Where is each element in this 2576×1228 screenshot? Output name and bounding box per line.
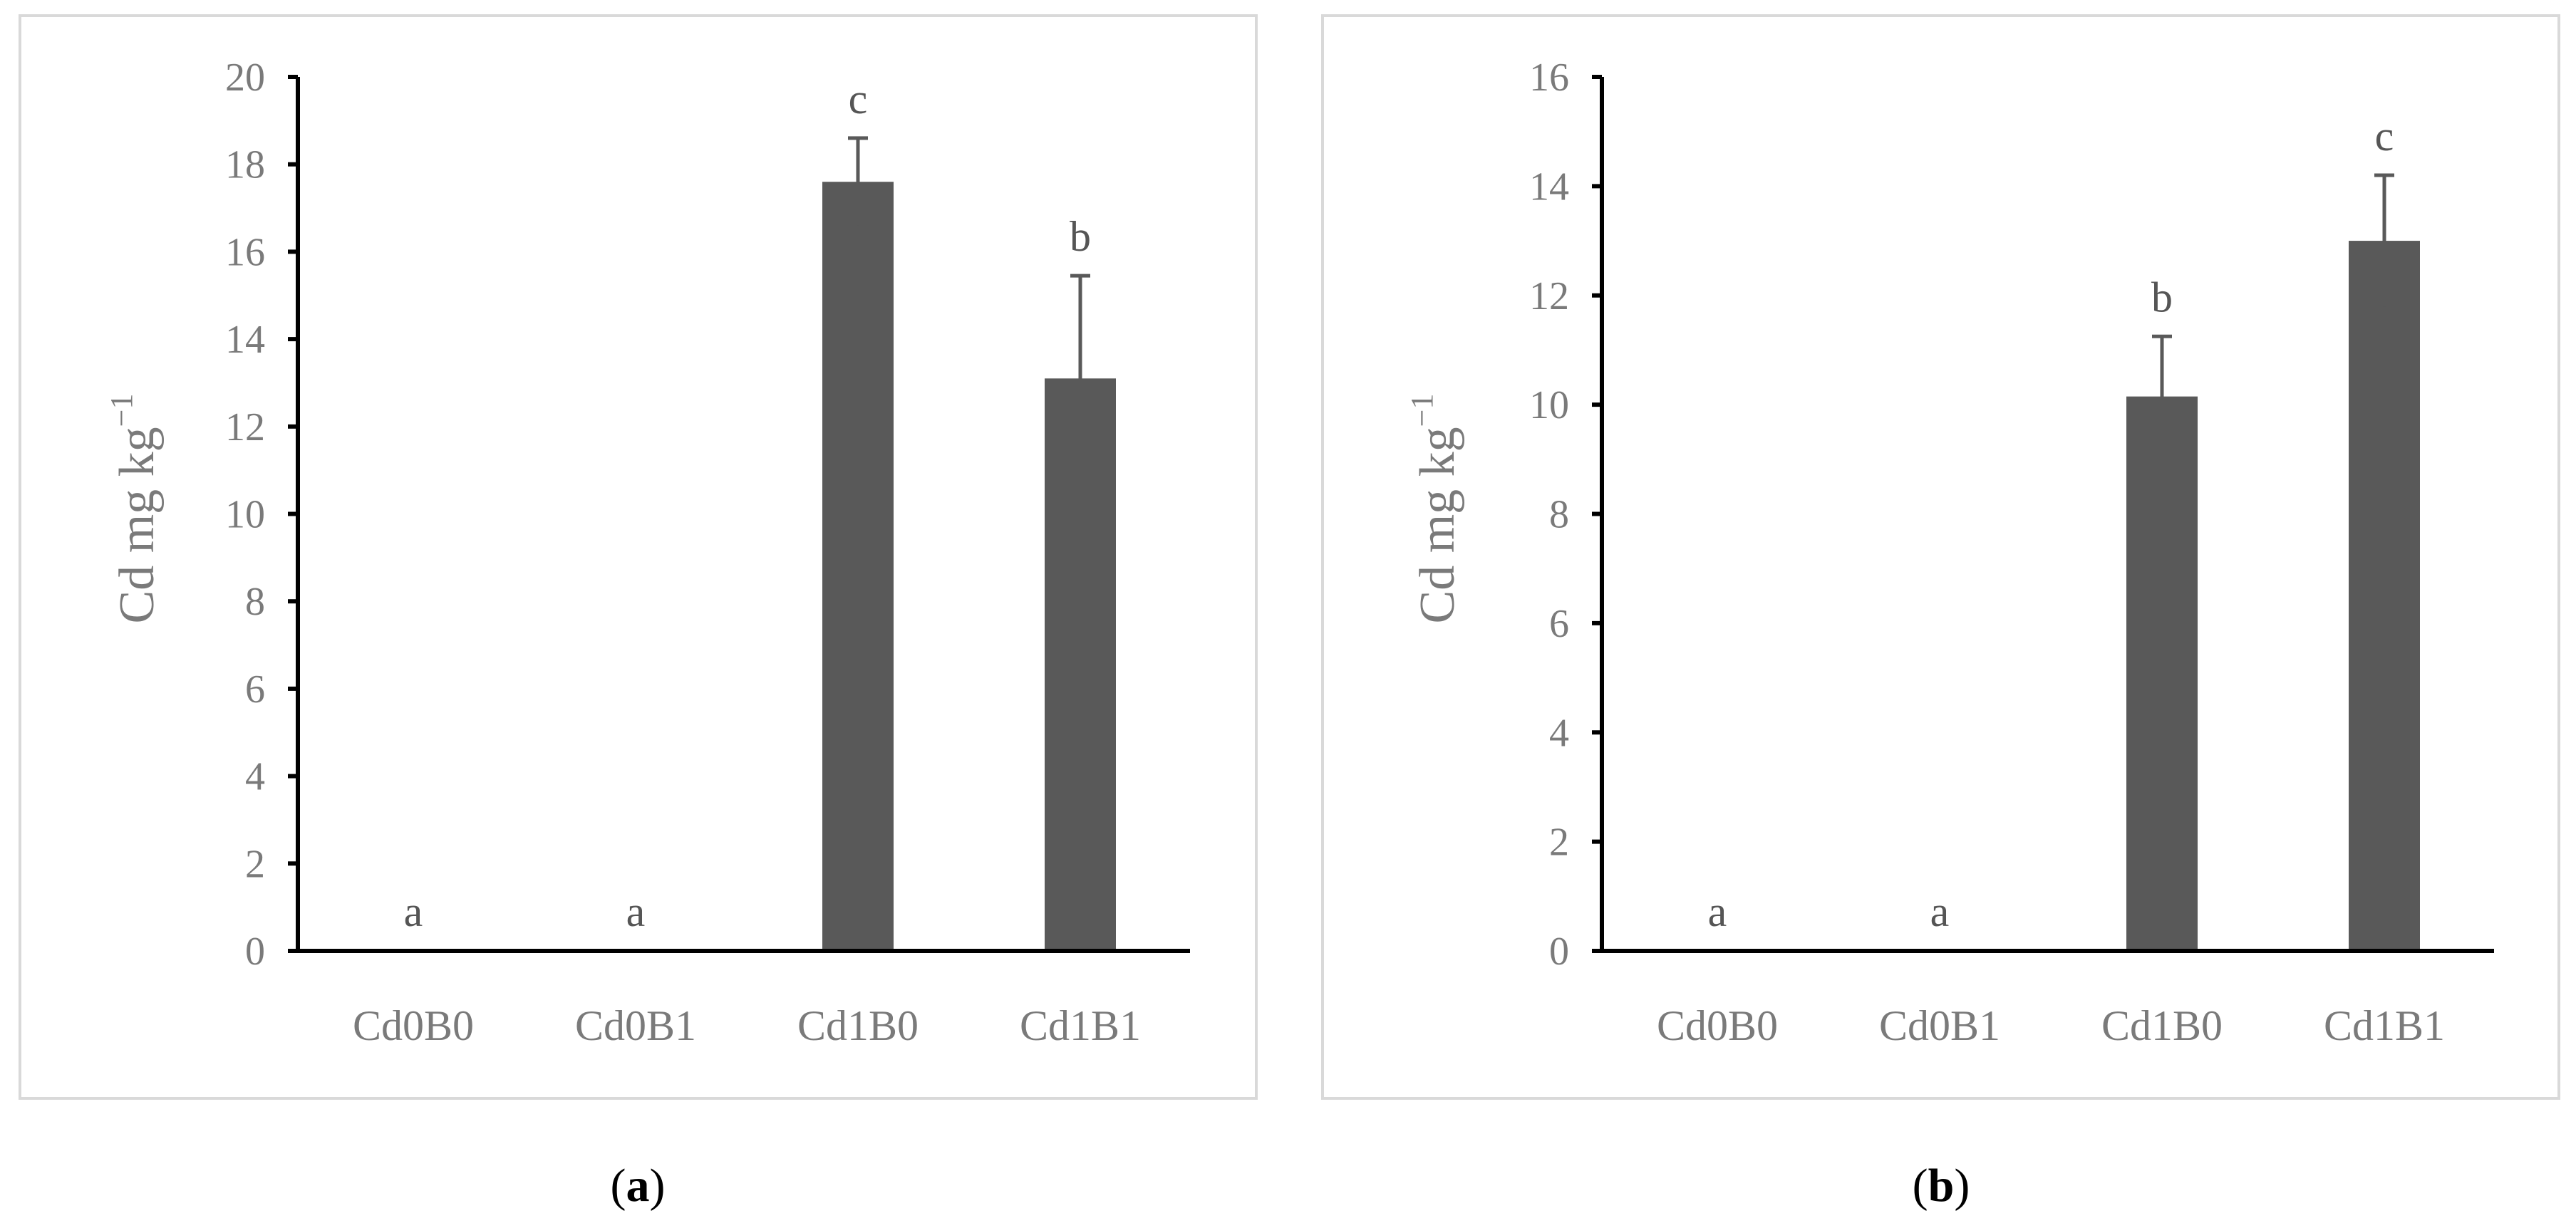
panel-a-y-tick-label: 6 — [245, 667, 265, 712]
panel-b-y-tick-label: 12 — [1529, 274, 1569, 318]
panel-b-y-tick-label: 0 — [1549, 930, 1569, 974]
panel-a-y-ticks: 0 2 4 6 8 10 12 14 16 18 20 — [225, 56, 298, 974]
panel-b-y-tick-label: 4 — [1549, 711, 1569, 755]
panel-a-y-tick-label: 18 — [225, 143, 265, 187]
panel-b-bars — [2126, 173, 2420, 951]
panel-a-y-tick-label: 10 — [225, 493, 265, 537]
panel-b-y-tick-label: 2 — [1549, 821, 1569, 865]
panel-b-significance-letter: b — [2151, 274, 2173, 321]
panel-a-x-tick-label: Cd0B1 — [575, 1002, 696, 1049]
panel-b-significance-letter: a — [1708, 888, 1727, 935]
panel-a-bar-cd1b0 — [822, 182, 894, 952]
panel-b-bar-cd1b0 — [2126, 396, 2198, 951]
panel-b-x-tick-label: Cd1B0 — [2101, 1002, 2223, 1049]
panel-b-caption: (b) — [1913, 1160, 1970, 1212]
panel-a-significance-letter: a — [404, 888, 423, 935]
panel-b-x-tick-label: Cd0B0 — [1657, 1002, 1778, 1049]
panel-a-frame — [19, 14, 1258, 1100]
panel-b-x-tick-label: Cd0B1 — [1879, 1002, 2000, 1049]
panel-b-y-tick-label: 10 — [1529, 383, 1569, 427]
panel-a-x-tick-label: Cd1B0 — [797, 1002, 919, 1049]
panel-a-significance-letter: c — [849, 76, 868, 123]
panel-b-frame — [1321, 14, 2560, 1100]
panel-b-y-axis-title: Cd mg kg−1 — [1405, 394, 1465, 624]
panel-a-y-tick-label: 12 — [225, 405, 265, 449]
panel-a-caption: (a) — [611, 1160, 666, 1212]
panel-a-y-tick-label: 14 — [225, 318, 265, 362]
panel-a-y-tick-label: 20 — [225, 56, 265, 100]
panel-b-y-tick-label: 14 — [1529, 165, 1569, 209]
panel-a-y-axis-title: Cd mg kg−1 — [104, 394, 165, 624]
panel-a-significance-letter: b — [1070, 213, 1091, 260]
panel-a-y-tick-label: 2 — [245, 842, 265, 886]
panel-a-x-tick-label: Cd1B1 — [1020, 1002, 1141, 1049]
panel-b-bar-cd1b1 — [2349, 241, 2420, 951]
panel-a-significance-letter: a — [626, 888, 646, 935]
panel-b-significance-letter: a — [1930, 888, 1950, 935]
panel-a-x-tick-label: Cd0B0 — [353, 1002, 474, 1049]
panel-b-x-tick-labels: Cd0B0 Cd0B1 Cd1B0 Cd1B1 — [1657, 1002, 2445, 1049]
panel-a-y-tick-label: 8 — [245, 580, 265, 624]
panel-b-y-tick-label: 6 — [1549, 602, 1569, 646]
panel-a-significance-letters: a a c b — [404, 76, 1091, 935]
panel-b-significance-letter: c — [2375, 113, 2394, 160]
panel-b-y-ticks: 0 2 4 6 8 10 12 14 16 — [1529, 56, 1602, 974]
panel-b-y-tick-label: 8 — [1549, 493, 1569, 537]
panel-a-y-tick-label: 4 — [245, 755, 265, 799]
panel-a-y-tick-label: 16 — [225, 230, 265, 274]
panel-a-bars — [822, 136, 1116, 952]
panel-b-y-tick-label: 16 — [1529, 56, 1569, 100]
panel-b-significance-letters: a a b c — [1708, 113, 2394, 935]
panel-a-y-tick-label: 0 — [245, 930, 265, 974]
panel-b-chart: Cd mg kg−1 0 2 4 6 8 10 12 14 16 Cd0B0 Cd0B1 Cd1B0… — [1321, 14, 2560, 1100]
panel-a-x-tick-labels: Cd0B0 Cd0B1 Cd1B0 Cd1B1 — [353, 1002, 1141, 1049]
panel-b-x-tick-label: Cd1B1 — [2324, 1002, 2445, 1049]
